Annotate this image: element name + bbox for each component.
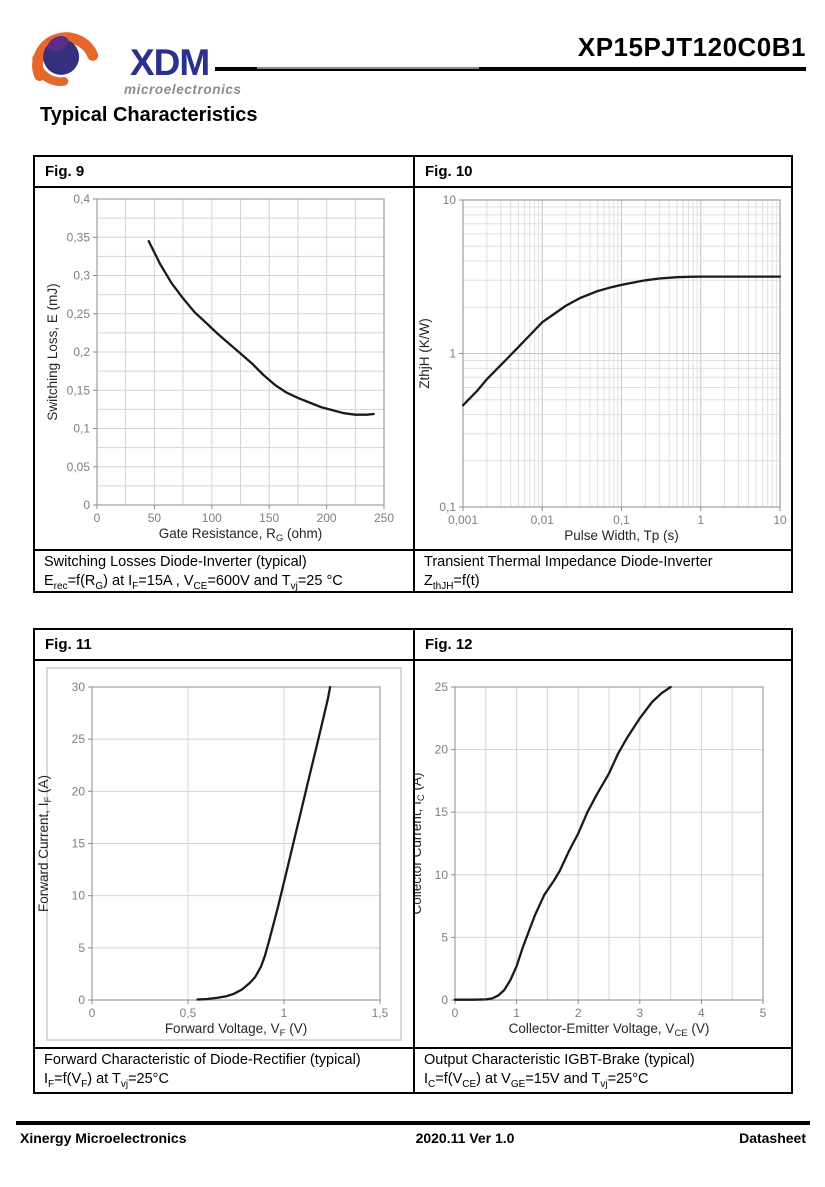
svg-text:20: 20 bbox=[72, 784, 86, 798]
fig10-caption-line2: ZthJH=f(t) bbox=[424, 573, 480, 591]
figure-header-row: Fig. 9 Fig. 10 bbox=[35, 157, 791, 188]
fig12-caption-line1: Output Characteristic IGBT-Brake (typica… bbox=[424, 1052, 695, 1068]
fig11-caption-line1: Forward Characteristic of Diode-Rectifie… bbox=[44, 1052, 361, 1068]
fig10-chart: 0,001 0,01 0,1 1 10 0,1 1 10 Pulse Width, Tp (s)… bbox=[417, 193, 787, 543]
xdm-logo: XDM microelectronics bbox=[28, 10, 258, 105]
svg-text:200: 200 bbox=[317, 511, 337, 525]
figure-table-bottom: Fig. 11 Fig. 12 0 0,5 1 1,5 0 5 10 15 20 25 30 Forw… bbox=[33, 628, 793, 1094]
fig10-caption: Transient Thermal Impedance Diode-Invert… bbox=[413, 551, 791, 591]
svg-text:0,5: 0,5 bbox=[180, 1006, 197, 1020]
svg-text:0,1: 0,1 bbox=[439, 500, 456, 514]
figure-caption-row: Forward Characteristic of Diode-Rectifie… bbox=[35, 1047, 791, 1092]
figure-header-row: Fig. 11 Fig. 12 bbox=[35, 630, 791, 661]
svg-text:Forward Voltage, VF (V): Forward Voltage, VF (V) bbox=[165, 1021, 307, 1039]
svg-text:Collector-Emitter Voltage, VCE: Collector-Emitter Voltage, VCE (V) bbox=[509, 1021, 710, 1039]
svg-text:1: 1 bbox=[449, 347, 456, 361]
svg-text:1: 1 bbox=[697, 513, 704, 527]
fig10-caption-line1: Transient Thermal Impedance Diode-Invert… bbox=[424, 554, 713, 570]
svg-text:0,05: 0,05 bbox=[67, 460, 91, 474]
fig12-caption: Output Characteristic IGBT-Brake (typica… bbox=[413, 1049, 791, 1092]
footer-doc-type: Datasheet bbox=[739, 1130, 806, 1146]
fig9-label: Fig. 9 bbox=[45, 163, 85, 180]
svg-text:Gate Resistance, RG (ohm): Gate Resistance, RG (ohm) bbox=[159, 526, 322, 544]
fig9-chart: 0 50 100 150 200 250 0 0,05 0,1 0,15 0,2 0,25 0,3 0,3… bbox=[45, 192, 394, 544]
fig11-chart: 0 0,5 1 1,5 0 5 10 15 20 25 30 Forward Voltage, VF … bbox=[36, 667, 402, 1041]
figure-caption-row: Switching Losses Diode-Inverter (typical… bbox=[35, 549, 791, 591]
svg-text:25: 25 bbox=[72, 732, 86, 746]
fig11-chart-cell: 0 0,5 1 1,5 0 5 10 15 20 25 30 Forward Voltage, VF … bbox=[35, 661, 413, 1047]
fig9-caption: Switching Losses Diode-Inverter (typical… bbox=[35, 551, 413, 591]
svg-text:0: 0 bbox=[78, 993, 85, 1007]
svg-text:1,5: 1,5 bbox=[372, 1006, 389, 1020]
xdm-logo-icon bbox=[32, 32, 99, 86]
svg-text:15: 15 bbox=[435, 805, 449, 819]
fig11-label: Fig. 11 bbox=[45, 636, 92, 653]
fig12-label: Fig. 12 bbox=[413, 630, 791, 659]
svg-text:0: 0 bbox=[441, 993, 448, 1007]
svg-text:ZthjH (K/W): ZthjH (K/W) bbox=[417, 318, 432, 389]
footer-version: 2020.11 Ver 1.0 bbox=[415, 1130, 515, 1146]
svg-text:10: 10 bbox=[443, 193, 457, 207]
svg-text:0,001: 0,001 bbox=[448, 513, 478, 527]
fig12-caption-line2: IC=f(VCE) at VGE=15V and Tvj=25°C bbox=[424, 1071, 649, 1090]
header-rule bbox=[215, 67, 806, 71]
svg-text:50: 50 bbox=[148, 511, 162, 525]
svg-text:150: 150 bbox=[259, 511, 279, 525]
svg-text:0: 0 bbox=[83, 498, 90, 512]
svg-text:0,4: 0,4 bbox=[73, 192, 90, 206]
svg-text:20: 20 bbox=[435, 743, 449, 757]
fig10-chart-cell: 0,001 0,01 0,1 1 10 0,1 1 10 Pulse Width, Tp (s)… bbox=[413, 188, 791, 549]
figure-chart-row: 0 50 100 150 200 250 0 0,05 0,1 0,15 0,2 0,25 0,3 0,3… bbox=[35, 188, 791, 549]
svg-text:4: 4 bbox=[698, 1006, 705, 1020]
part-number: XP15PJT120C0B1 bbox=[577, 32, 806, 62]
svg-text:10: 10 bbox=[72, 889, 86, 903]
footer-company: Xinergy Microelectronics bbox=[20, 1130, 187, 1146]
svg-text:0,2: 0,2 bbox=[73, 345, 90, 359]
svg-text:Pulse Width, Tp (s): Pulse Width, Tp (s) bbox=[564, 528, 679, 543]
svg-text:1: 1 bbox=[281, 1006, 288, 1020]
svg-text:Forward Current, IF (A): Forward Current, IF (A) bbox=[36, 775, 54, 912]
svg-text:Collector Current, IC (A): Collector Current, IC (A) bbox=[415, 773, 427, 915]
svg-text:5: 5 bbox=[441, 930, 448, 944]
footer-rule bbox=[16, 1121, 810, 1125]
svg-text:10: 10 bbox=[773, 513, 787, 527]
svg-text:0,01: 0,01 bbox=[531, 513, 555, 527]
svg-text:250: 250 bbox=[374, 511, 394, 525]
svg-text:100: 100 bbox=[202, 511, 222, 525]
svg-text:0,25: 0,25 bbox=[67, 307, 91, 321]
page-title: Typical Characteristics bbox=[40, 104, 258, 126]
svg-text:Switching Loss, E (mJ): Switching Loss, E (mJ) bbox=[45, 283, 60, 420]
svg-text:30: 30 bbox=[72, 680, 86, 694]
svg-text:5: 5 bbox=[760, 1006, 767, 1020]
svg-text:2: 2 bbox=[575, 1006, 582, 1020]
figure-table-top: Fig. 9 Fig. 10 0 50 100 150 200 250 0 0,05 0,1 0,… bbox=[33, 155, 793, 593]
fig12-chart: 0 1 2 3 4 5 0 5 10 15 20 25 Collector-Emitter Voltag… bbox=[415, 680, 767, 1039]
fig10-label: Fig. 10 bbox=[413, 157, 791, 186]
fig12-chart-cell: 0 1 2 3 4 5 0 5 10 15 20 25 Collector-Emitter Voltag… bbox=[413, 661, 791, 1047]
svg-text:1: 1 bbox=[513, 1006, 520, 1020]
header-rule-shadow bbox=[257, 67, 479, 69]
svg-text:0,15: 0,15 bbox=[67, 383, 91, 397]
fig11-caption: Forward Characteristic of Diode-Rectifie… bbox=[35, 1049, 413, 1092]
svg-text:15: 15 bbox=[72, 837, 86, 851]
svg-text:0,1: 0,1 bbox=[73, 422, 90, 436]
figure-chart-row: 0 0,5 1 1,5 0 5 10 15 20 25 30 Forward Voltage, VF … bbox=[35, 661, 791, 1047]
svg-text:10: 10 bbox=[435, 868, 449, 882]
fig11-caption-line2: IF=f(VF) at Tvj=25°C bbox=[44, 1071, 169, 1090]
fig9-caption-line2: Erec=f(RG) at IF=15A , VCE=600V and Tvj=… bbox=[44, 573, 343, 591]
brand-name: XDM bbox=[130, 42, 210, 83]
svg-text:3: 3 bbox=[636, 1006, 643, 1020]
svg-text:25: 25 bbox=[435, 680, 449, 694]
svg-text:5: 5 bbox=[78, 941, 85, 955]
brand-subtitle: microelectronics bbox=[124, 82, 242, 97]
svg-text:0,3: 0,3 bbox=[73, 269, 90, 283]
svg-text:0,35: 0,35 bbox=[67, 230, 91, 244]
fig9-caption-line1: Switching Losses Diode-Inverter (typical… bbox=[44, 554, 307, 570]
svg-text:0: 0 bbox=[94, 511, 101, 525]
svg-text:0: 0 bbox=[89, 1006, 96, 1020]
fig9-chart-cell: 0 50 100 150 200 250 0 0,05 0,1 0,15 0,2 0,25 0,3 0,3… bbox=[35, 188, 413, 549]
svg-text:0,1: 0,1 bbox=[613, 513, 630, 527]
svg-text:0: 0 bbox=[452, 1006, 459, 1020]
